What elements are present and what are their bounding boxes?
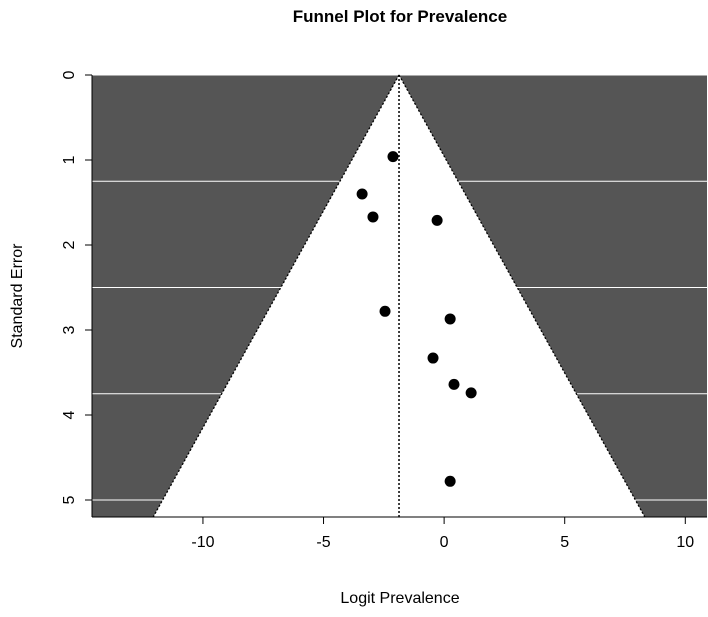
data-point [444,313,456,325]
data-point [367,211,379,223]
x-tick-label: -10 [191,534,214,551]
x-tick-label: 0 [440,534,449,551]
funnel-right-boundary [398,74,646,518]
x-axis-label: Logit Prevalence [340,590,459,607]
x-tick-label: 10 [676,534,694,551]
y-tick-label: 1 [61,155,78,164]
data-point [427,352,439,364]
data-point [387,151,399,163]
chart-title: Funnel Plot for Prevalence [293,7,507,26]
y-axis-label: Standard Error [9,243,26,349]
y-tick-label: 4 [61,410,78,419]
y-tick-label: 3 [61,325,78,334]
data-point [379,305,391,317]
funnel-left-boundary [152,74,400,518]
y-tick-label: 2 [61,240,78,249]
y-tick-label: 5 [61,495,78,504]
data-point [431,214,443,226]
data-point [356,188,368,200]
x-tick-label: -5 [316,534,330,551]
data-point [444,475,456,487]
data-point [448,378,460,390]
y-tick-label: 0 [61,70,78,79]
data-point [465,387,477,399]
x-tick-label: 5 [560,534,569,551]
